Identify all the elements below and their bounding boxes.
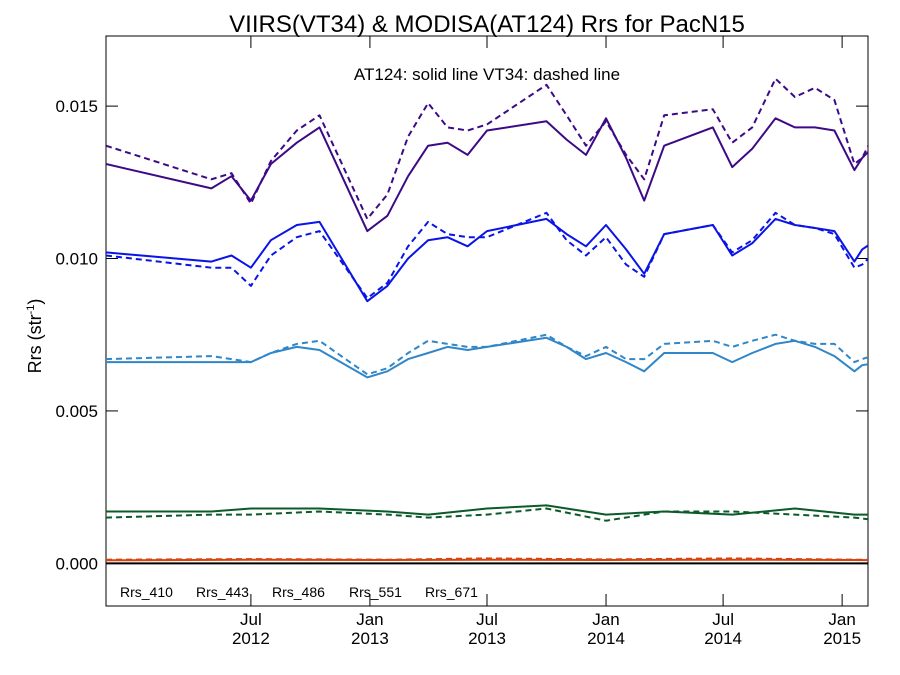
y-tick-label: 0.005	[55, 402, 98, 421]
series-rrs-410-dashed-line	[106, 77, 868, 220]
legend-entry-rrs-671: Rrs_671	[425, 584, 478, 600]
legend-entry-rrs-551: Rrs_551	[349, 584, 402, 600]
y-tick-label: 0.000	[55, 554, 98, 573]
series-rrs-486-solid-line	[106, 336, 868, 379]
plot-area: 0.0000.0050.0100.015Jul2012Jan2013Jul201…	[55, 35, 869, 648]
series-rrs-671-solid-line	[106, 558, 868, 562]
x-tick-label-year: 2015	[823, 629, 861, 648]
series-rrs-551-dashed-line	[106, 507, 868, 522]
x-tick-label-year: 2012	[232, 629, 270, 648]
legend-entry-rrs-410: Rrs_410	[120, 584, 173, 600]
line-style-annotation: AT124: solid line VT34: dashed line	[354, 65, 620, 84]
x-tick-label-month: Jul	[240, 610, 262, 629]
x-tick-label-month: Jul	[712, 610, 734, 629]
x-tick-label-month: Jan	[592, 610, 619, 629]
series-rrs-671-dashed-line	[106, 557, 868, 561]
plot-frame	[105, 35, 869, 607]
x-tick-label-month: Jul	[476, 610, 498, 629]
series-rrs-410-solid-line	[106, 117, 868, 233]
series-rrs-443-dashed-line	[106, 211, 868, 300]
y-axis-label-superscript: -1	[25, 305, 37, 315]
x-tick-label-year: 2013	[351, 629, 389, 648]
series-rrs-551-solid-line	[106, 504, 868, 516]
chart-title: VIIRS(VT34) & MODISA(AT124) Rrs for PacN…	[229, 11, 745, 38]
y-axis-label: Rrs (str-1)	[25, 299, 45, 374]
y-axis-label-close: )	[25, 299, 45, 305]
y-tick-label: 0.010	[55, 250, 98, 269]
y-tick-label: 0.015	[55, 97, 98, 116]
legend-entry-rrs-443: Rrs_443	[196, 584, 249, 600]
x-tick-label-year: 2014	[704, 629, 742, 648]
x-tick-label-month: Jan	[356, 610, 383, 629]
y-axis-label-main: Rrs (str	[25, 314, 45, 373]
series-rrs-486-dashed-line	[106, 333, 868, 376]
x-tick-label-year: 2014	[587, 629, 625, 648]
legend-entry-rrs-486: Rrs_486	[272, 584, 325, 600]
x-tick-label-month: Jan	[828, 610, 855, 629]
x-tick-label-year: 2013	[468, 629, 506, 648]
series-rrs-443-solid-line	[106, 217, 868, 303]
